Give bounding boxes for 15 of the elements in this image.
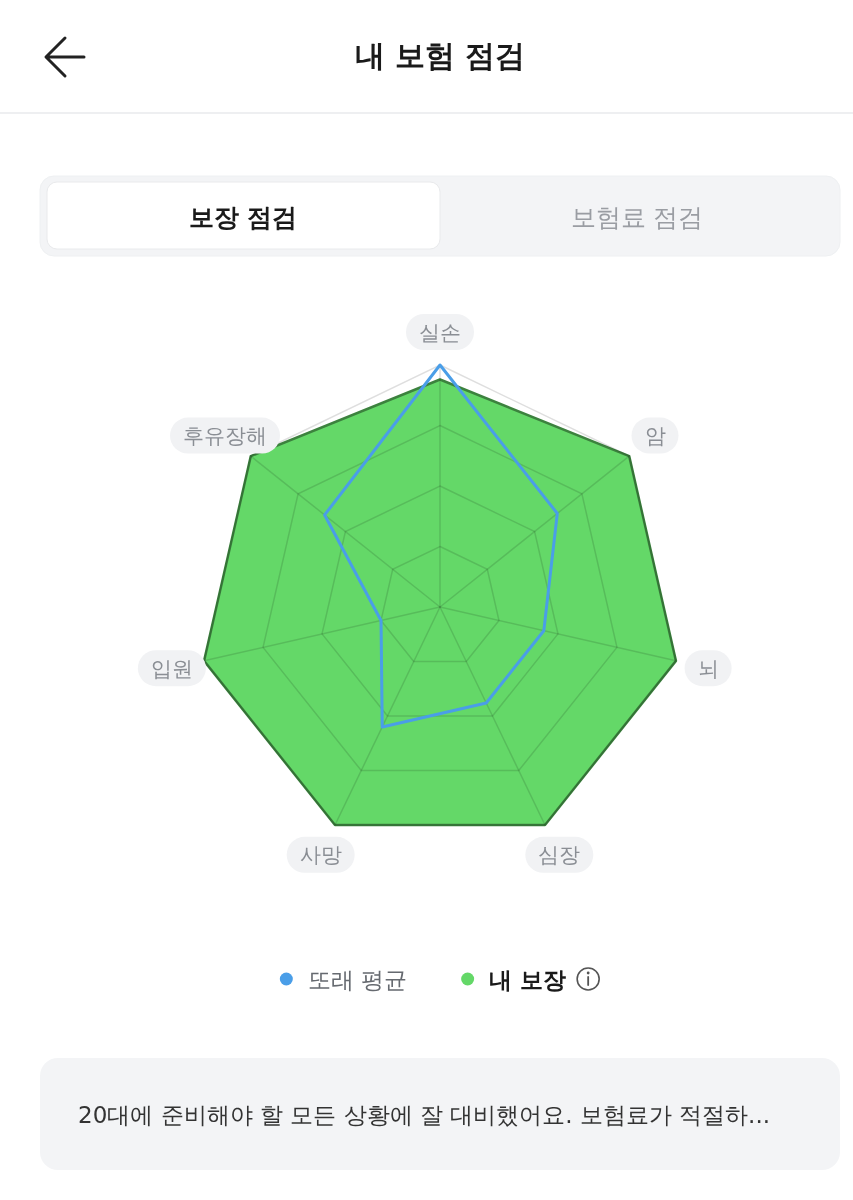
spoke-label: 입원 xyxy=(150,656,193,681)
legend-label: 또래 평균 xyxy=(307,966,408,993)
legend-item: 또래 평균 xyxy=(279,966,408,993)
spoke-label: 암 xyxy=(644,424,666,449)
spoke-label: 사망 xyxy=(299,843,342,868)
legend-item: 내 보장 xyxy=(461,966,567,993)
spoke-label: 후유장해 xyxy=(183,424,267,449)
spoke-label: 뇌 xyxy=(697,656,719,681)
spoke-label: 심장 xyxy=(538,843,581,868)
text: 보장 점검 xyxy=(188,203,298,232)
legend-label: 내 보장 xyxy=(489,966,567,993)
spoke-label: 실손 xyxy=(419,320,461,345)
chart-title: 내 보험 점검 xyxy=(354,38,526,73)
text: 보험료 점검 xyxy=(570,203,704,232)
text: 20대에 준비해야 할 모든 상황에 잘 대비했어요. 보험료가 적절하... xyxy=(78,1102,770,1128)
